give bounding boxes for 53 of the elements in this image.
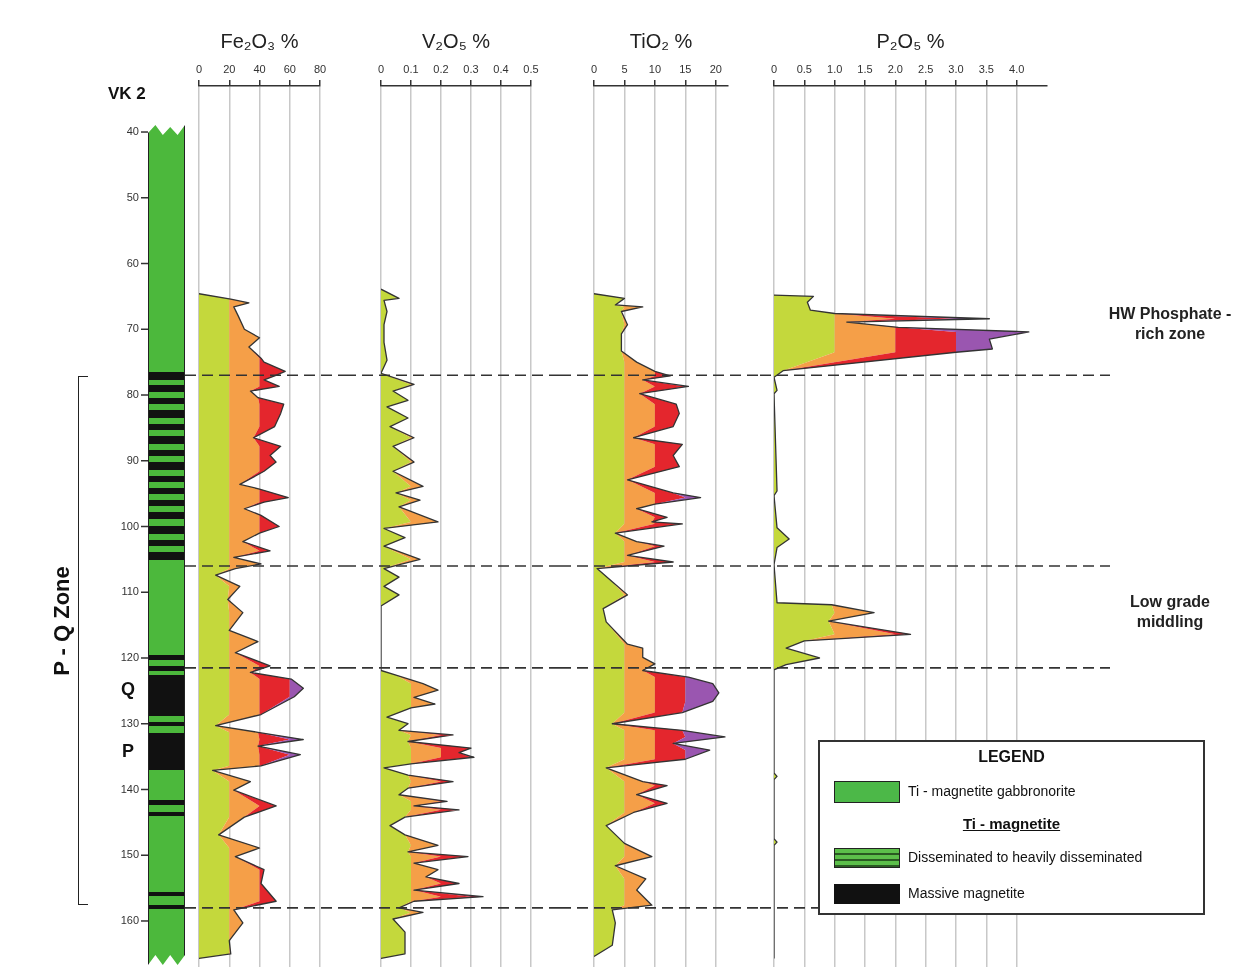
- x-tick-label: 0.4: [493, 63, 509, 76]
- annotation: Ti - magnetite: [961, 815, 1062, 832]
- y-tick-label: 40: [126, 125, 139, 138]
- y-tick-label: 150: [120, 848, 139, 861]
- x-tick-label: 40: [253, 63, 266, 76]
- x-tick-label: 80: [313, 63, 327, 76]
- x-tick-label: 0.5: [523, 63, 539, 76]
- x-tick-label: 1.0: [827, 63, 843, 76]
- x-tick-label: 0: [590, 63, 598, 76]
- x-tick-label: 0: [377, 63, 385, 76]
- x-tick-label: 20: [709, 63, 722, 76]
- text: VK 2: [108, 84, 146, 104]
- x-tick-label: 0: [195, 63, 203, 76]
- y-tick-label: 140: [120, 782, 139, 795]
- x-tick-label: 3.0: [948, 63, 964, 76]
- x-tick-label: 20: [223, 63, 236, 76]
- y-tick-label: 120: [120, 651, 139, 664]
- text: P - Q Zone: [49, 565, 75, 678]
- chart-title: Fe₂O₃ %: [220, 29, 299, 52]
- y-tick-label: 60: [126, 256, 139, 269]
- x-tick-label: 15: [679, 63, 692, 76]
- y-tick-label: 160: [120, 914, 139, 927]
- x-tick-label: 2.0: [887, 63, 903, 76]
- x-tick-label: 4.0: [1009, 63, 1025, 76]
- chart-title: V₂O₅ %: [421, 29, 491, 52]
- y-tick-label: 100: [120, 519, 139, 532]
- chart-title: P₂O₅ %: [876, 29, 945, 52]
- x-tick-label: 0.1: [403, 63, 419, 76]
- y-tick-label: 130: [120, 716, 139, 729]
- y-tick-label: 110: [121, 585, 139, 598]
- y-tick-label: 80: [126, 388, 139, 401]
- x-tick-label: 5: [621, 63, 628, 76]
- annotation: Disseminated to heavily disseminated: [908, 849, 1143, 865]
- x-tick-label: 10: [648, 63, 662, 76]
- chart-title: TiO₂ %: [629, 29, 693, 52]
- text: Low grade middling: [1129, 593, 1211, 631]
- y-tick-label: 90: [126, 453, 139, 466]
- y-tick-label: 70: [126, 322, 139, 335]
- x-tick-label: 0.3: [463, 63, 479, 76]
- x-tick-label: 0.2: [433, 63, 449, 76]
- text: HW Phosphate - rich zone: [1108, 305, 1232, 343]
- text: Q: [121, 679, 136, 700]
- annotation: Massive magnetite: [908, 885, 1025, 901]
- annotation: Ti - magnetite gabbronorite: [908, 783, 1076, 799]
- x-tick-label: 1.5: [857, 63, 873, 76]
- y-tick-label: 50: [126, 190, 139, 203]
- x-tick-label: 3.5: [978, 63, 994, 76]
- x-tick-label: 0: [770, 63, 778, 76]
- annotation: LEGEND: [977, 748, 1046, 766]
- x-tick-label: 0.5: [796, 63, 812, 76]
- x-tick-label: 2.5: [918, 63, 934, 76]
- x-tick-label: 60: [283, 63, 296, 76]
- text: P: [122, 741, 135, 762]
